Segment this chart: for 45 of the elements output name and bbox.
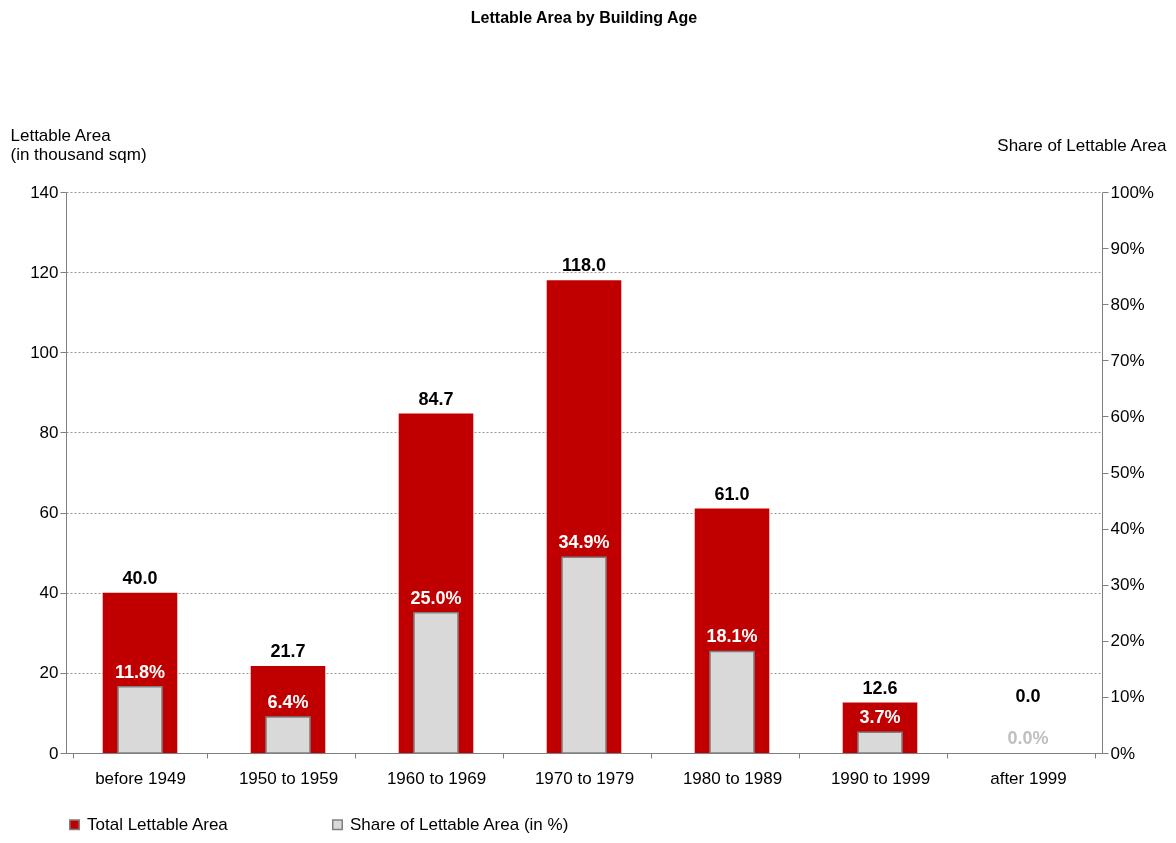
x-tick-label: after 1999 <box>990 768 1067 788</box>
data-label: 40.0 <box>122 567 158 588</box>
y2-tick-label: 90% <box>1110 238 1145 258</box>
y-tick-label: 80 <box>39 422 59 442</box>
data-label: 0.0% <box>1007 728 1049 748</box>
y2-tick-label: 80% <box>1110 294 1145 314</box>
x-tick-label: 1960 to 1969 <box>386 768 487 788</box>
y2-tick-label: 20% <box>1110 631 1145 651</box>
y-tick-label: 20 <box>39 663 59 683</box>
x-tick-label: 1990 to 1999 <box>830 768 931 788</box>
x-tick-label: 1970 to 1979 <box>534 768 635 788</box>
data-label: 0.0 <box>1015 686 1041 706</box>
data-label: 118.0 <box>561 255 607 276</box>
data-label: 21.7 <box>270 641 306 662</box>
y-tick-label: 120 <box>30 262 59 282</box>
y-tick-label: 60 <box>39 503 59 523</box>
legend-label: Total Lettable Area <box>87 814 229 834</box>
y2-tick-label: 100% <box>1110 182 1154 202</box>
data-label: 84.7 <box>418 388 454 409</box>
data-label: 18.1% <box>706 626 758 647</box>
y2-tick-label: 70% <box>1110 350 1145 370</box>
x-tick-label: before 1949 <box>95 768 186 788</box>
y2-tick-label: 50% <box>1110 463 1145 482</box>
y2-axis-title: Share of Lettable Area <box>997 135 1168 155</box>
data-label: 3.7% <box>859 707 901 728</box>
y2-tick-label: 40% <box>1110 519 1145 539</box>
x-tick-label: 1980 to 1989 <box>682 768 783 788</box>
data-label: 11.8% <box>114 661 166 682</box>
y2-tick-label: 60% <box>1110 406 1145 426</box>
y-tick-label: 100 <box>30 342 59 362</box>
x-tick-label: 1950 to 1959 <box>238 768 339 788</box>
y2-tick-label: 30% <box>1110 575 1145 595</box>
y2-tick-label: 0% <box>1110 743 1136 763</box>
data-label: 61.0 <box>714 483 750 504</box>
data-label: 34.9% <box>558 532 610 553</box>
y-tick-label: 0 <box>49 743 59 763</box>
y-tick-label: 40 <box>39 583 59 603</box>
legend-label: Share of Lettable Area (in %) <box>350 814 569 834</box>
y-axis-title: Lettable Area (in thousand sqm) <box>10 125 147 164</box>
chart-title: Lettable Area by Building Age <box>470 9 698 26</box>
y-tick-label: 140 <box>30 182 59 202</box>
data-label: 12.6 <box>862 677 898 698</box>
y2-tick-label: 10% <box>1110 687 1145 707</box>
data-label: 25.0% <box>410 587 462 608</box>
data-label: 6.4% <box>267 692 309 713</box>
